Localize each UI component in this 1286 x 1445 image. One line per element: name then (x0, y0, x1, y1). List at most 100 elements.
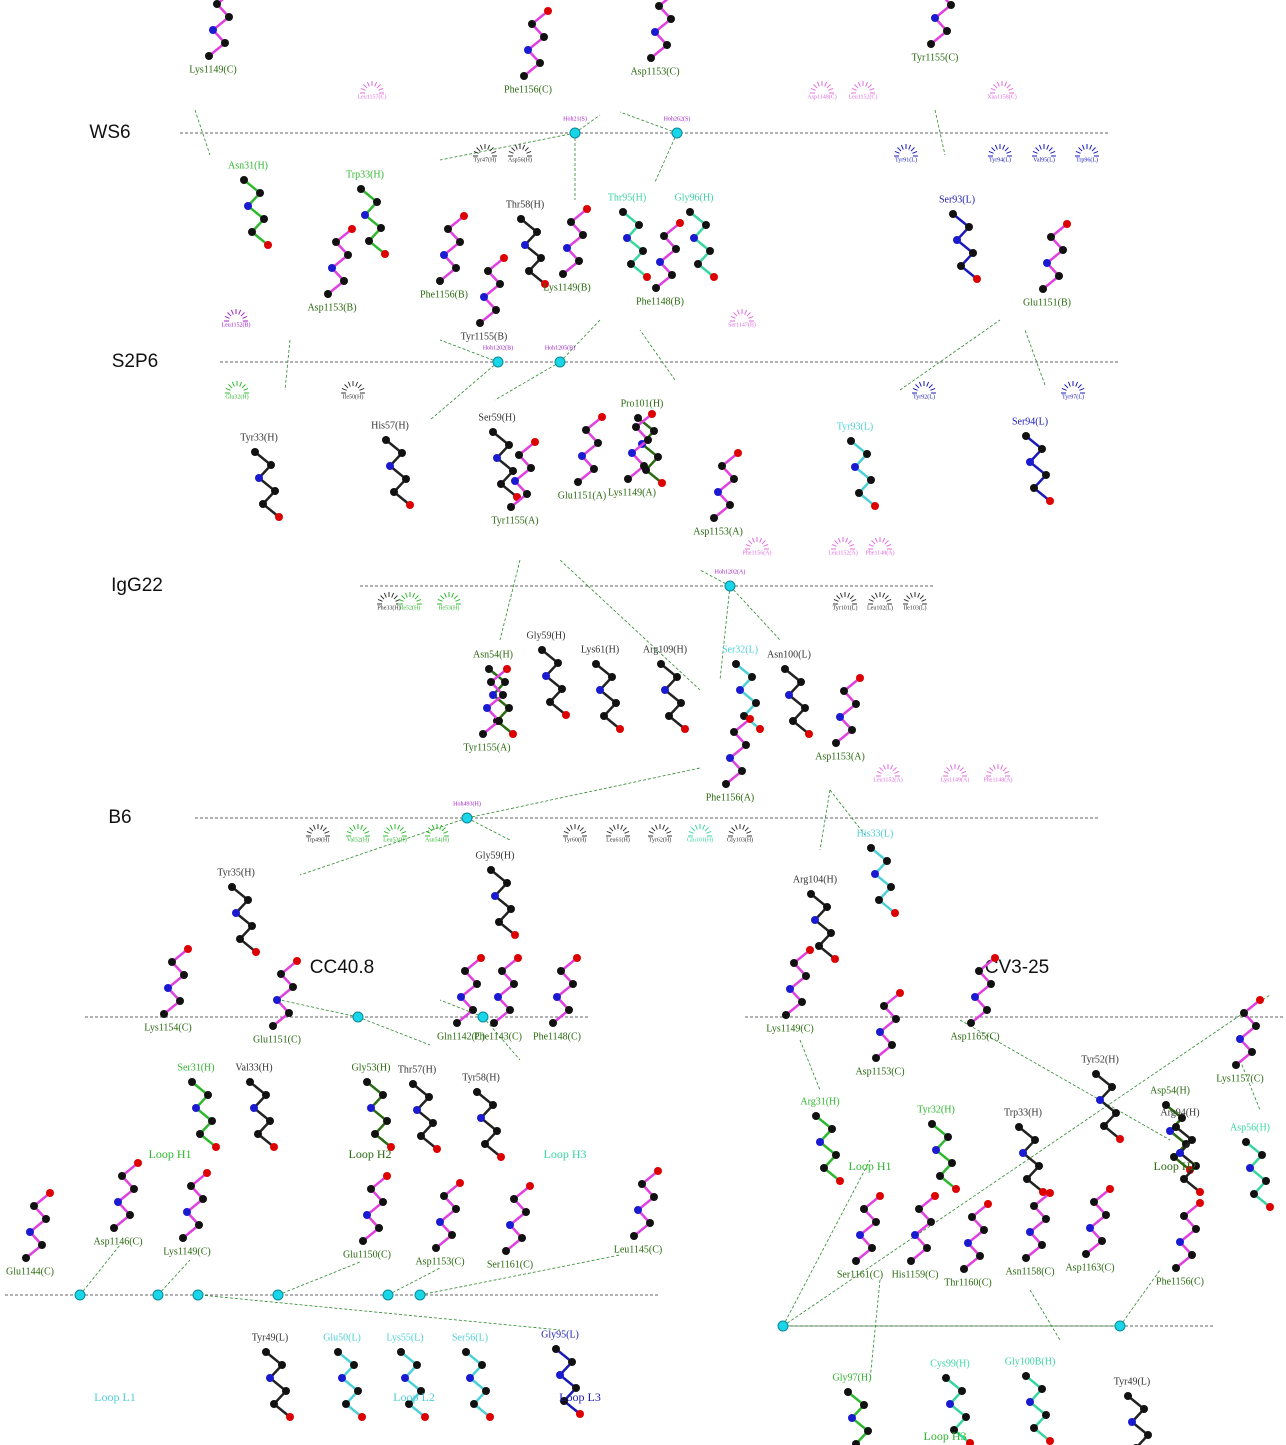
atom (702, 221, 710, 229)
contact-arc (523, 145, 525, 150)
contact-arc (400, 828, 404, 832)
atom (440, 251, 448, 259)
contact-arc (488, 145, 490, 150)
hydrogen-bond (300, 818, 467, 875)
hydrogen-bond (620, 112, 677, 133)
atom (1180, 1212, 1188, 1220)
contact-label: Glu101(H) (687, 836, 713, 843)
atom (722, 780, 730, 788)
atom (254, 1130, 262, 1138)
panel-title: IgG22 (111, 575, 163, 596)
atom (677, 699, 685, 707)
contact-arc (907, 596, 911, 600)
atom (973, 275, 981, 283)
hydrogen-bond (1240, 1060, 1260, 1110)
water (462, 813, 472, 823)
atom (1102, 1211, 1110, 1219)
atom (367, 1104, 375, 1112)
contact-arc (731, 316, 736, 318)
atom (1252, 1022, 1260, 1030)
atom (525, 267, 533, 275)
atom (975, 967, 983, 975)
contact-arc (848, 593, 850, 598)
water (1115, 1321, 1125, 1331)
atom (531, 438, 539, 446)
hydrogen-bond (495, 362, 560, 400)
atom (812, 1112, 820, 1120)
contact-label: Phe1156(A) (742, 549, 771, 556)
water (725, 581, 735, 591)
contact-arc (232, 382, 234, 387)
atom (847, 437, 855, 445)
atom (848, 1414, 856, 1422)
bond (1096, 1074, 1120, 1139)
contact-arc (1068, 382, 1070, 387)
water (415, 1290, 425, 1300)
atom (462, 1348, 470, 1356)
bond (477, 1092, 501, 1157)
residue-label: Asp1153(C) (630, 66, 679, 77)
atom (944, 1133, 952, 1141)
contact-arc (705, 828, 709, 832)
contact-arc (375, 82, 377, 87)
contact-arc (950, 765, 952, 770)
contact-arc (997, 82, 999, 87)
atom (506, 1221, 514, 1229)
atom (180, 971, 188, 979)
contact-arc (960, 768, 964, 772)
atom (987, 980, 995, 988)
contact-arc (381, 596, 385, 600)
atom (367, 1185, 375, 1193)
contact-arc (231, 310, 233, 315)
contact-arc (491, 151, 496, 153)
atom (646, 1219, 654, 1227)
hydrogen-bond (500, 560, 520, 640)
atom (517, 215, 525, 223)
atom (209, 26, 217, 34)
atom (976, 1252, 984, 1260)
atom (212, 1143, 220, 1151)
atom (592, 660, 600, 668)
atom (195, 1221, 203, 1229)
atom (960, 1265, 968, 1273)
atom (710, 514, 718, 522)
atom (1096, 1096, 1104, 1104)
atom (413, 1106, 421, 1114)
residue-label: Tyr49(L) (252, 1332, 289, 1343)
bond (457, 958, 481, 1023)
atom (896, 989, 904, 997)
water (555, 357, 565, 367)
atom (1059, 246, 1067, 254)
water (75, 1290, 85, 1300)
contact-arc (441, 596, 445, 600)
bond (1236, 1000, 1260, 1065)
contact-arc (886, 599, 891, 601)
atom (790, 959, 798, 967)
atom (965, 223, 973, 231)
bond (1043, 224, 1067, 289)
hydrogen-bond (870, 1280, 880, 1380)
atom (397, 1348, 405, 1356)
atom (484, 267, 492, 275)
contact-arc (875, 538, 877, 543)
atom (286, 1413, 294, 1421)
atom (871, 870, 879, 878)
contact-arc (706, 831, 711, 833)
bond (493, 432, 517, 497)
contact-arc (898, 148, 902, 152)
contact-arc (364, 85, 368, 89)
atom (498, 967, 506, 975)
hydrogen-bond (285, 340, 290, 390)
atom (984, 1200, 992, 1208)
atom (681, 725, 689, 733)
hydrogen-bond (820, 790, 830, 850)
contact-arc (735, 825, 737, 830)
contact-arc (916, 385, 920, 389)
hydrogen-bond (640, 330, 675, 380)
atom (521, 241, 529, 249)
loop-label: Loop L1 (94, 1390, 136, 1404)
contact-label: Ile103(L) (904, 604, 927, 611)
panel-title: B6 (108, 807, 131, 828)
atom (456, 1179, 464, 1187)
contact-arc (947, 768, 951, 772)
